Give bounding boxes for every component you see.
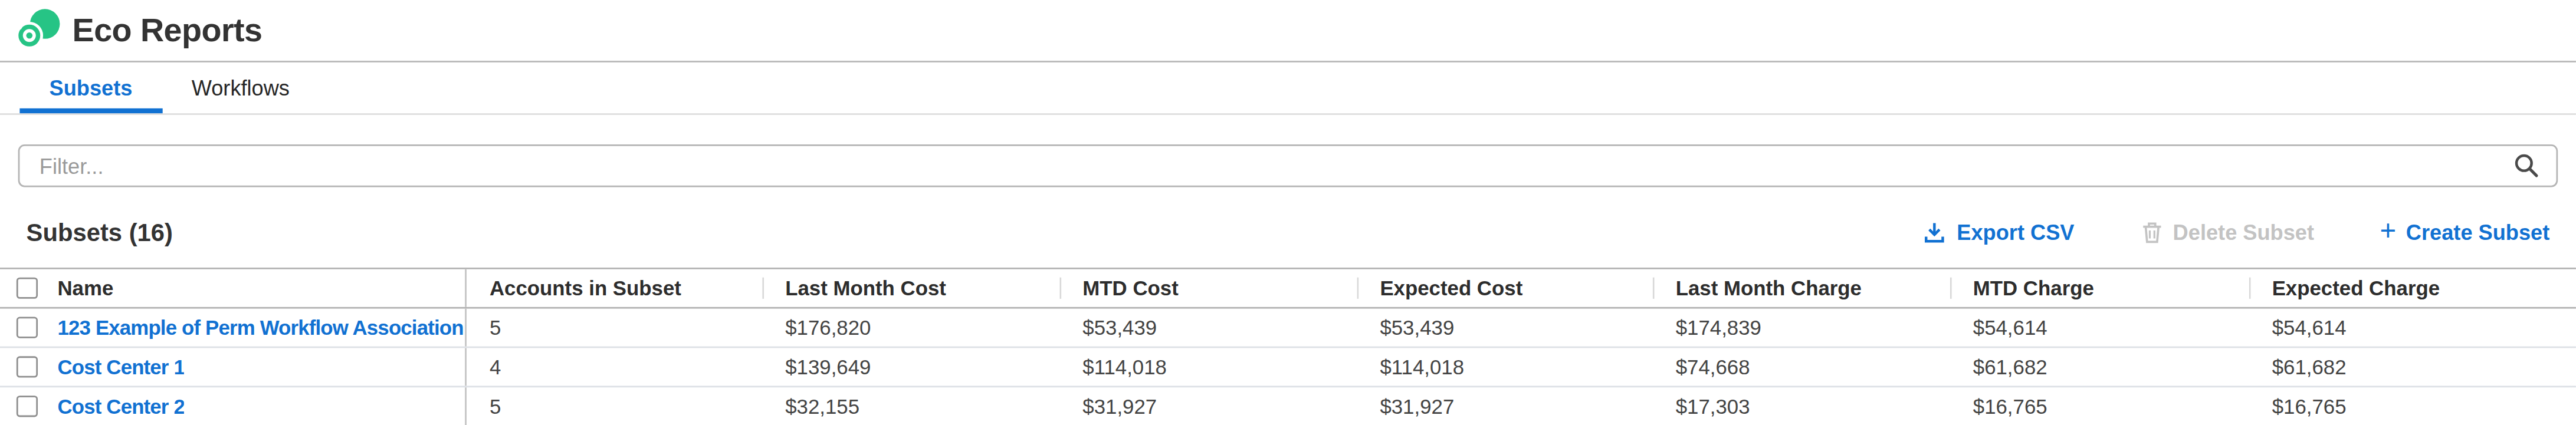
cell-expected-charge: $54,614: [2249, 309, 2576, 347]
header-name-label: Name: [57, 276, 113, 299]
section-bar: Subsets (16) Export CSV Delete Sub: [27, 213, 2550, 249]
tab-subsets[interactable]: Subsets: [19, 62, 162, 113]
header-name: Name: [0, 269, 467, 307]
export-csv-label: Export CSV: [1957, 219, 2074, 244]
row-checkbox[interactable]: [17, 396, 38, 417]
tab-workflows[interactable]: Workflows: [162, 62, 320, 113]
cell-accounts: 4: [467, 348, 762, 386]
cell-last-month-charge: $17,303: [1653, 387, 1950, 425]
cell-last-month-cost: $32,155: [762, 387, 1059, 425]
filter-bar: [18, 144, 2558, 187]
section-title: Subsets (16): [27, 218, 173, 245]
trash-icon: [2140, 219, 2163, 244]
header-last-month-charge: Last Month Charge: [1653, 269, 1950, 307]
table-body: 123 Example of Perm Workflow Association…: [0, 309, 2576, 425]
cell-expected-cost: $31,927: [1357, 387, 1652, 425]
tab-workflows-label: Workflows: [192, 75, 290, 100]
cell-expected-cost: $114,018: [1357, 348, 1652, 386]
cell-expected-cost: $53,439: [1357, 309, 1652, 347]
search-icon[interactable]: [2513, 153, 2540, 179]
row-checkbox[interactable]: [17, 356, 38, 377]
select-all-checkbox[interactable]: [17, 278, 38, 299]
cell-last-month-cost: $139,649: [762, 348, 1059, 386]
cell-mtd-cost: $114,018: [1059, 348, 1357, 386]
download-icon: [1922, 219, 1947, 244]
row-checkbox[interactable]: [17, 317, 38, 338]
subset-link[interactable]: 123 Example of Perm Workflow Association: [57, 316, 463, 339]
plus-icon: +: [2380, 216, 2396, 243]
cell-accounts: 5: [467, 309, 762, 347]
header-expected-cost: Expected Cost: [1357, 269, 1652, 307]
table-row: 123 Example of Perm Workflow Association…: [0, 309, 2576, 348]
cell-mtd-charge: $61,682: [1950, 348, 2249, 386]
cell-name: Cost Center 2: [0, 387, 467, 425]
cell-mtd-charge: $54,614: [1950, 309, 2249, 347]
subset-link[interactable]: Cost Center 1: [57, 355, 184, 378]
page-title: Eco Reports: [73, 11, 262, 49]
header-mtd-cost: MTD Cost: [1059, 269, 1357, 307]
cell-last-month-charge: $74,668: [1653, 348, 1950, 386]
cell-expected-charge: $61,682: [2249, 348, 2576, 386]
subset-link[interactable]: Cost Center 2: [57, 395, 184, 418]
table-actions: Export CSV Delete Subset + Create Subset: [1922, 219, 2549, 244]
tab-bar: Subsets Workflows: [0, 62, 2576, 115]
table-row: Cost Center 2 5 $32,155 $31,927 $31,927 …: [0, 387, 2576, 425]
cell-expected-charge: $16,765: [2249, 387, 2576, 425]
cell-mtd-cost: $53,439: [1059, 309, 1357, 347]
create-subset-button[interactable]: + Create Subset: [2380, 219, 2549, 244]
header-accounts-in-subset: Accounts in Subset: [467, 269, 762, 307]
filter-input[interactable]: [18, 144, 2558, 187]
cell-last-month-cost: $176,820: [762, 309, 1059, 347]
export-csv-button[interactable]: Export CSV: [1922, 219, 2075, 244]
subsets-table: Name Accounts in Subset Last Month Cost …: [0, 268, 2576, 425]
cell-last-month-charge: $174,839: [1653, 309, 1950, 347]
header-last-month-cost: Last Month Cost: [762, 269, 1059, 307]
table-row: Cost Center 1 4 $139,649 $114,018 $114,0…: [0, 348, 2576, 387]
cell-mtd-charge: $16,765: [1950, 387, 2249, 425]
eco-reports-page: Eco Reports Subsets Workflows Subsets (1…: [0, 0, 2576, 425]
header-expected-charge: Expected Charge: [2249, 269, 2576, 307]
app-header: Eco Reports: [0, 0, 2576, 62]
table-header-row: Name Accounts in Subset Last Month Cost …: [0, 268, 2576, 309]
eco-logo-icon: [13, 8, 63, 52]
cell-name: Cost Center 1: [0, 348, 467, 386]
cell-mtd-cost: $31,927: [1059, 387, 1357, 425]
header-mtd-charge: MTD Charge: [1950, 269, 2249, 307]
create-subset-label: Create Subset: [2406, 219, 2549, 244]
cell-accounts: 5: [467, 387, 762, 425]
cell-name: 123 Example of Perm Workflow Association: [0, 309, 467, 347]
delete-subset-button[interactable]: Delete Subset: [2140, 219, 2314, 244]
delete-subset-label: Delete Subset: [2173, 219, 2314, 244]
tab-subsets-label: Subsets: [50, 75, 133, 100]
